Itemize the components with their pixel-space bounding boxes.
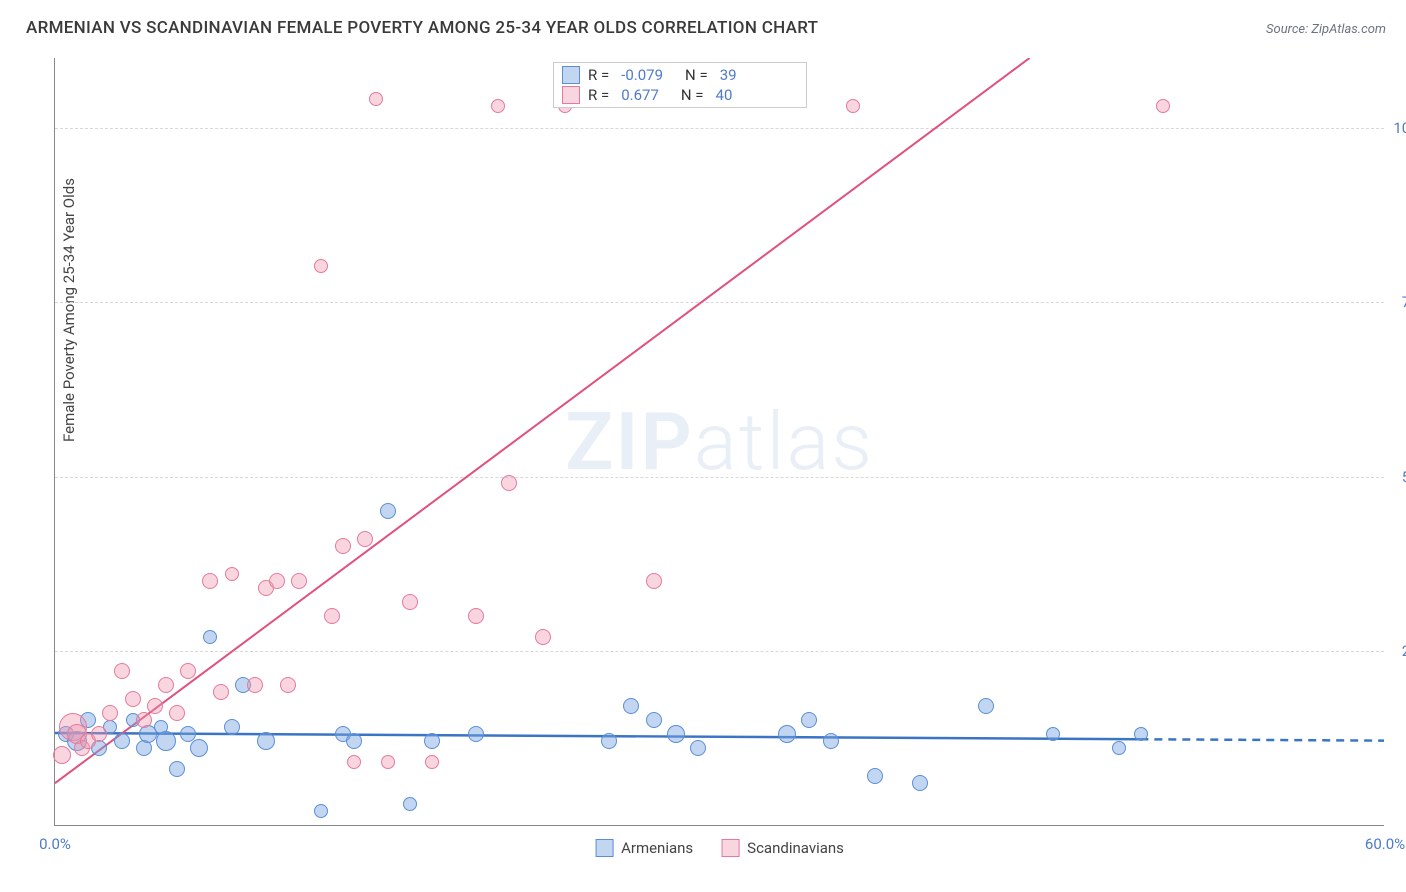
data-point <box>91 726 107 742</box>
data-point <box>203 630 217 644</box>
legend-label-scandinavians: Scandinavians <box>747 839 844 857</box>
data-point <box>1134 727 1148 741</box>
data-point <box>224 719 240 735</box>
stats-r-value-scandinavians: 0.677 <box>621 86 659 104</box>
stats-legend-box: R = -0.079 N = 39 R = 0.677 N = 40 <box>553 62 807 108</box>
data-point <box>347 755 361 769</box>
data-point <box>125 691 141 707</box>
data-point <box>424 733 440 749</box>
data-point <box>314 259 328 273</box>
data-point <box>156 731 176 751</box>
data-point <box>158 677 174 693</box>
data-point <box>190 739 208 757</box>
data-point <box>369 92 383 106</box>
plot-area: Female Poverty Among 25-34 Year Olds 25.… <box>54 58 1384 826</box>
data-point <box>1156 99 1170 113</box>
data-point <box>169 761 185 777</box>
gridline <box>55 128 1384 129</box>
stats-n-value-scandinavians: 40 <box>716 86 733 104</box>
data-point <box>601 733 617 749</box>
data-point <box>202 573 218 589</box>
data-point <box>346 733 362 749</box>
stats-r-value-armenians: -0.079 <box>621 66 663 84</box>
bottom-legend: Armenians Scandinavians <box>595 839 844 857</box>
watermark: ZIPatlas <box>565 395 874 489</box>
stats-r-label: R = <box>588 66 609 84</box>
data-point <box>846 99 860 113</box>
data-point <box>257 732 275 750</box>
data-point <box>381 755 395 769</box>
y-tick-label: 100.0% <box>1393 119 1406 137</box>
data-point <box>114 663 130 679</box>
data-point <box>403 797 417 811</box>
legend-swatch-scandinavians <box>721 839 739 857</box>
y-tick-label: 50.0% <box>1402 468 1406 486</box>
data-point <box>357 531 373 547</box>
stats-n-label: N = <box>681 86 704 104</box>
data-point <box>646 712 662 728</box>
data-point <box>335 538 351 554</box>
data-point <box>912 775 928 791</box>
data-point <box>425 755 439 769</box>
data-point <box>53 746 71 764</box>
data-point <box>247 677 263 693</box>
data-point <box>801 712 817 728</box>
data-point <box>114 733 130 749</box>
stats-n-value-armenians: 39 <box>720 66 737 84</box>
stats-row-scandinavians: R = 0.677 N = 40 <box>554 85 806 105</box>
swatch-scandinavians <box>562 86 580 104</box>
trend-lines <box>55 58 1384 825</box>
legend-item-scandinavians: Scandinavians <box>721 839 844 857</box>
data-point <box>213 684 229 700</box>
x-tick-label: 60.0% <box>1365 835 1405 853</box>
gridline <box>55 302 1384 303</box>
data-point <box>491 99 505 113</box>
gridline <box>55 477 1384 478</box>
data-point <box>225 567 239 581</box>
data-point <box>291 573 307 589</box>
data-point <box>136 712 152 728</box>
data-point <box>823 733 839 749</box>
data-point <box>102 705 118 721</box>
legend-swatch-armenians <box>595 839 613 857</box>
data-point <box>1112 741 1126 755</box>
stats-row-armenians: R = -0.079 N = 39 <box>554 65 806 85</box>
data-point <box>978 698 994 714</box>
data-point <box>667 725 685 743</box>
data-point <box>778 725 796 743</box>
data-point <box>324 608 340 624</box>
y-tick-label: 25.0% <box>1402 642 1406 660</box>
x-tick-label: 0.0% <box>39 835 71 853</box>
gridline <box>55 651 1384 652</box>
data-point <box>169 705 185 721</box>
data-point <box>468 608 484 624</box>
data-point <box>690 740 706 756</box>
stats-r-label: R = <box>588 86 609 104</box>
data-point <box>623 698 639 714</box>
data-point <box>646 573 662 589</box>
data-point <box>180 663 196 679</box>
data-point <box>280 677 296 693</box>
chart-title: ARMENIAN VS SCANDINAVIAN FEMALE POVERTY … <box>26 18 818 38</box>
y-tick-label: 75.0% <box>1402 293 1406 311</box>
data-point <box>314 804 328 818</box>
data-point <box>147 698 163 714</box>
source-attribution: Source: ZipAtlas.com <box>1266 22 1386 37</box>
legend-item-armenians: Armenians <box>595 839 693 857</box>
data-point <box>402 594 418 610</box>
data-point <box>867 768 883 784</box>
stats-n-label: N = <box>685 66 708 84</box>
y-axis-label: Female Poverty Among 25-34 Year Olds <box>60 178 78 442</box>
data-point <box>380 503 396 519</box>
data-point <box>501 475 517 491</box>
swatch-armenians <box>562 66 580 84</box>
data-point <box>1046 727 1060 741</box>
legend-label-armenians: Armenians <box>621 839 693 857</box>
data-point <box>269 573 285 589</box>
data-point <box>468 726 484 742</box>
data-point <box>535 629 551 645</box>
